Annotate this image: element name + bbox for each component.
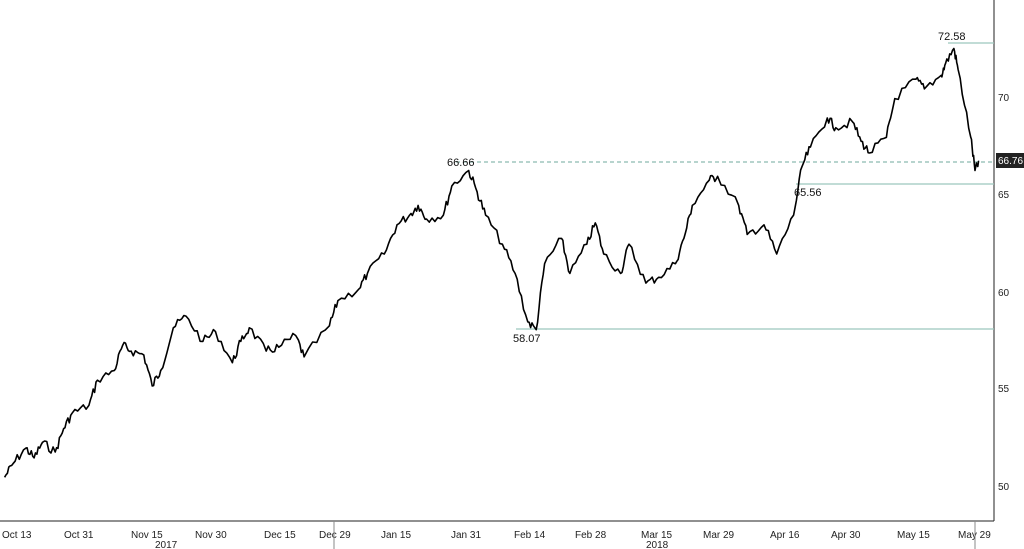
- annotation-feb-low: 58.07: [513, 333, 541, 345]
- y-axis-ticks: 50 55 60 65 70: [998, 93, 1010, 493]
- x-tick: Jan 31: [451, 530, 481, 541]
- year-label: 2018: [646, 540, 669, 549]
- y-tick: 50: [998, 482, 1010, 493]
- x-tick: May 15: [897, 530, 930, 541]
- last-price-label: 66.76: [998, 156, 1023, 167]
- year-label: 2017: [155, 540, 178, 549]
- x-tick: Oct 13: [2, 530, 32, 541]
- y-tick: 65: [998, 190, 1010, 201]
- x-tick: Nov 30: [195, 530, 227, 541]
- price-series-line: [3, 47, 980, 478]
- x-tick: Dec 15: [264, 530, 296, 541]
- y-tick: 55: [998, 384, 1010, 395]
- x-tick: Oct 31: [64, 530, 94, 541]
- x-tick: Dec 29: [319, 530, 351, 541]
- x-tick: Nov 15: [131, 530, 163, 541]
- x-tick: Mar 29: [703, 530, 735, 541]
- x-tick: Feb 28: [575, 530, 607, 541]
- annotation-apr-low: 65.56: [794, 187, 822, 199]
- y-tick: 70: [998, 93, 1010, 104]
- annotation-high: 72.58: [938, 31, 966, 43]
- y-tick: 60: [998, 288, 1010, 299]
- annotation-jan-high: 66.66: [447, 157, 475, 169]
- x-tick: Apr 16: [770, 530, 800, 541]
- x-axis-ticks: Oct 13 Oct 31 Nov 15 Nov 30 Dec 15 Dec 2…: [2, 530, 991, 549]
- last-price-tag: [996, 153, 1024, 168]
- x-tick: Feb 14: [514, 530, 546, 541]
- x-tick: Mar 15: [641, 530, 673, 541]
- x-tick: Apr 30: [831, 530, 861, 541]
- x-tick: Jan 15: [381, 530, 411, 541]
